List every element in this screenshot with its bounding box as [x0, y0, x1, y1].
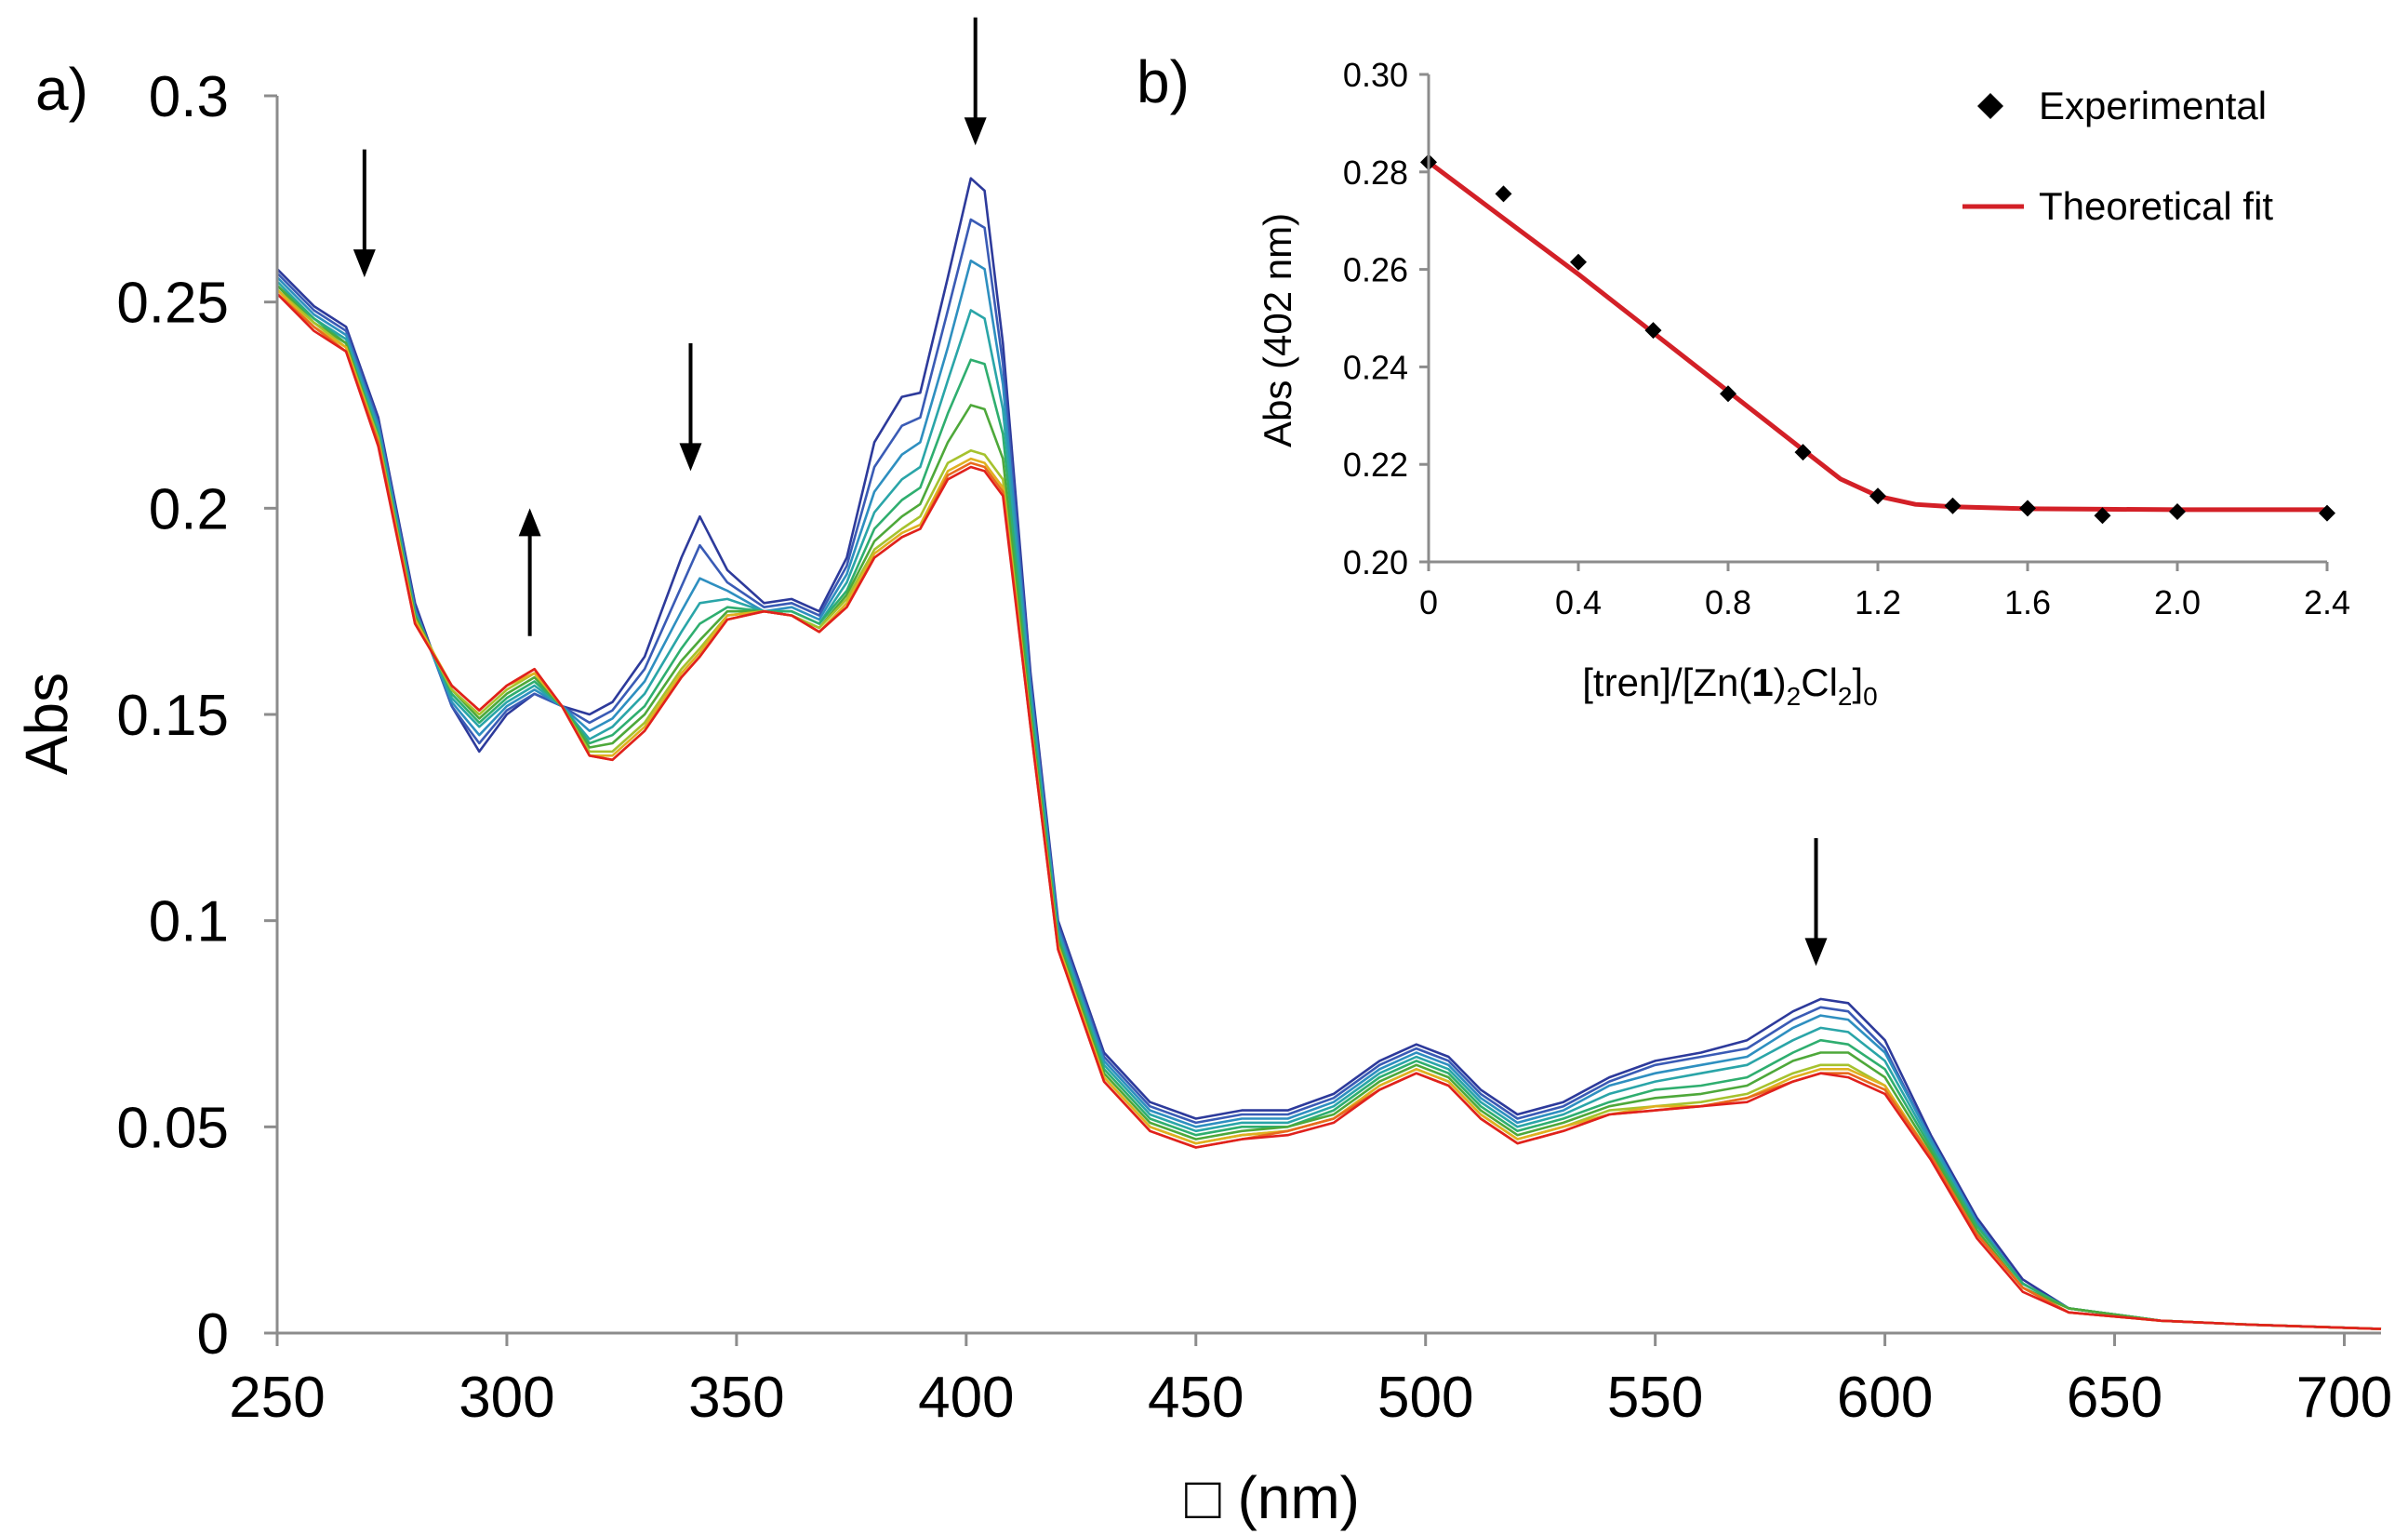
- x-tick-label-a: 600: [1837, 1366, 1933, 1430]
- x-ticks-a: 250 300 350 400 450 500 550 600 650 700: [229, 1333, 2392, 1430]
- arrow-down: [679, 343, 702, 472]
- y-tick-label-b: 0.20: [1343, 543, 1408, 581]
- x-title-subscript: 2: [1838, 682, 1853, 711]
- x-title-subscript: 0: [1863, 682, 1878, 711]
- x-axis-symbol: □: [1185, 1464, 1221, 1531]
- data-point: [1720, 385, 1736, 403]
- x-axis-unit: (nm): [1237, 1464, 1360, 1531]
- x-tick-label-b: 2.0: [2154, 583, 2201, 621]
- y-tick-label-a: 0: [197, 1302, 229, 1367]
- y-axis-title-a: Abs: [13, 673, 80, 775]
- y-tick-label-a: 0.2: [149, 477, 229, 541]
- y-tick-label-a: 0.05: [116, 1096, 229, 1160]
- x-ticks-b: 0 0.4 0.8 1.2 1.6 2.0 2.4: [1419, 562, 2350, 621]
- legend-theoretical-fit: Theoretical fit: [2039, 184, 2273, 228]
- arrow-head: [679, 443, 702, 472]
- x-tick-label-b: 0.4: [1555, 583, 1602, 621]
- fit-line: [1427, 160, 2327, 513]
- x-title-subscript: 2: [1787, 682, 1802, 711]
- x-tick-label-a: 300: [459, 1366, 554, 1430]
- y-tick-label-a: 0.25: [116, 272, 229, 336]
- x-tick-label-a: 450: [1148, 1366, 1244, 1430]
- x-tick-label-b: 0: [1419, 583, 1438, 621]
- x-title-part: [tren]/[Zn(: [1582, 660, 1751, 704]
- y-ticks-b: 0.20 0.22 0.24 0.26 0.28 0.30: [1343, 56, 1429, 581]
- x-tick-label-b: 1.6: [2004, 583, 2051, 621]
- data-point: [2169, 503, 2186, 521]
- data-point: [1570, 253, 1587, 271]
- data-point: [1869, 487, 1886, 505]
- y-tick-label-a: 0.3: [149, 65, 229, 129]
- y-tick-label-b: 0.24: [1343, 348, 1408, 386]
- y-tick-label-b: 0.22: [1343, 446, 1408, 484]
- x-tick-label-b: 2.4: [2304, 583, 2350, 621]
- data-point: [2319, 504, 2335, 522]
- x-axis-title-a: □ (nm): [1185, 1464, 1360, 1531]
- arrow-down: [964, 17, 987, 146]
- x-axis-title-b: [tren]/[Zn(1)2Cl2]0: [1582, 660, 1878, 711]
- x-tick-label-a: 350: [688, 1366, 784, 1430]
- data-point: [2094, 507, 2111, 525]
- y-tick-label-a: 0.15: [116, 684, 229, 748]
- x-tick-label-a: 700: [2296, 1366, 2392, 1430]
- legend: Experimental Theoretical fit: [1962, 84, 2273, 228]
- arrow-up: [518, 508, 541, 636]
- experimental-points: [1420, 153, 2335, 525]
- y-tick-label-b: 0.26: [1343, 251, 1408, 289]
- panel-b-label: b): [1137, 48, 1190, 115]
- spectra-lines: [276, 177, 2382, 1330]
- x-tick-label-b: 0.8: [1705, 583, 1751, 621]
- x-title-part: ): [1774, 660, 1787, 704]
- arrow-head: [353, 249, 376, 278]
- arrow-head: [964, 117, 987, 146]
- x-title-part: ]: [1853, 660, 1864, 704]
- data-point: [2019, 500, 2036, 517]
- y-tick-label-b: 0.28: [1343, 153, 1408, 192]
- change-arrows: [353, 17, 1828, 967]
- fit-curve: [1427, 160, 2327, 513]
- y-axis-title-b: Abs (402 nm): [1256, 213, 1299, 447]
- y-ticks-a: 0 0.05 0.1 0.15 0.2 0.25 0.3: [116, 65, 277, 1367]
- data-point: [1644, 322, 1662, 340]
- inset-titration-chart: b) 0.20 0.22 0.24 0.26 0.28 0.30 0 0.4 0.8 1.2 1.…: [1137, 48, 2350, 711]
- y-tick-label-b: 0.30: [1343, 56, 1408, 94]
- legend-experimental: Experimental: [2039, 84, 2267, 127]
- x-title-bold-1: 1: [1751, 660, 1773, 704]
- x-tick-label-a: 400: [918, 1366, 1014, 1430]
- x-title-part: Cl: [1801, 660, 1838, 704]
- spectrum-line: [276, 292, 2382, 1330]
- panel-a-label: a): [35, 56, 88, 123]
- arrow-head: [1804, 938, 1828, 967]
- x-tick-label-a: 650: [2067, 1366, 2162, 1430]
- arrow-down: [353, 149, 376, 278]
- x-tick-label-a: 500: [1377, 1366, 1473, 1430]
- legend-diamond-marker: [1977, 93, 2003, 119]
- arrow-head: [518, 508, 541, 537]
- data-point: [1794, 444, 1812, 461]
- x-tick-label-a: 250: [229, 1366, 325, 1430]
- data-point: [1944, 497, 1962, 514]
- y-tick-label-a: 0.1: [149, 890, 229, 954]
- x-tick-label-a: 550: [1607, 1366, 1703, 1430]
- data-point: [1495, 185, 1512, 203]
- x-tick-label-b: 1.2: [1855, 583, 1901, 621]
- main-spectrum-chart: a) 0 0.05 0.1 0.15 0.2 0.25 0.3 250 300 350 400 45…: [13, 17, 2392, 1531]
- arrow-down: [1804, 838, 1828, 967]
